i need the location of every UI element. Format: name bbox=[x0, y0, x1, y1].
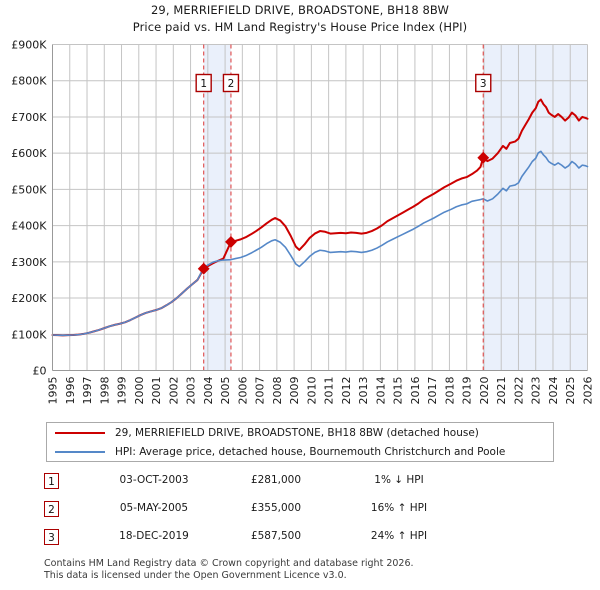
x-axis-tick-label: 2010 bbox=[305, 377, 318, 405]
chart-legend: 29, MERRIEFIELD DRIVE, BROADSTONE, BH18 … bbox=[46, 422, 554, 462]
x-axis-tick-label: 2019 bbox=[461, 377, 474, 405]
x-axis-tick-label: 2006 bbox=[236, 377, 249, 405]
sale-hpi-delta: 16% ↑ HPI bbox=[370, 502, 428, 514]
sale-number-box-3[interactable] bbox=[475, 73, 492, 93]
x-axis-tick-label: 1996 bbox=[64, 377, 77, 405]
legend-label-hpi: HPI: Average price, detached house, Bour… bbox=[115, 446, 506, 458]
sale-index-badge: 3 bbox=[44, 529, 59, 545]
table-row: 3 18-DEC-2019 £587,500 24% ↑ HPI bbox=[44, 526, 564, 554]
y-axis-tick-label: £900K bbox=[11, 39, 47, 52]
sale-number-label-3: 3 bbox=[480, 78, 487, 90]
sale-hpi-delta: 1% ↓ HPI bbox=[374, 474, 424, 486]
legend-item-hpi: HPI: Average price, detached house, Bour… bbox=[47, 442, 553, 462]
sale-number-label-2: 2 bbox=[228, 78, 235, 90]
x-axis-tick-label: 2001 bbox=[150, 377, 163, 405]
x-axis-tick-label: 2024 bbox=[547, 377, 560, 405]
x-axis-tick-label: 2004 bbox=[202, 377, 215, 405]
y-axis-tick-label: £0 bbox=[33, 365, 47, 378]
sale-point-marker-3 bbox=[477, 151, 490, 164]
x-axis-tick-label: 2016 bbox=[409, 377, 422, 405]
legend-swatch-hpi bbox=[55, 451, 105, 453]
x-axis-tick-label: 2017 bbox=[426, 377, 439, 405]
y-axis-tick-label: £200K bbox=[11, 292, 47, 305]
x-axis-tick-label: 2018 bbox=[443, 377, 456, 405]
sale-number-box-2[interactable] bbox=[222, 73, 240, 93]
x-axis-tick-label: 1995 bbox=[47, 377, 60, 405]
x-axis-tick-label: 1997 bbox=[81, 377, 94, 405]
sale-date: 03-OCT-2003 bbox=[119, 474, 189, 486]
title-line-1: 29, MERRIEFIELD DRIVE, BROADSTONE, BH18 … bbox=[151, 3, 449, 17]
sale-point-marker-1 bbox=[197, 262, 210, 275]
y-axis-tick-label: £300K bbox=[11, 256, 47, 269]
x-axis-tick-label: 2005 bbox=[219, 377, 232, 405]
x-axis-tick-label: 2007 bbox=[254, 377, 267, 405]
x-axis-tick-label: 1999 bbox=[116, 377, 129, 405]
y-axis-tick-label: £700K bbox=[11, 111, 47, 124]
legend-label-property: 29, MERRIEFIELD DRIVE, BROADSTONE, BH18 … bbox=[115, 427, 479, 439]
table-row: 2 05-MAY-2005 £355,000 16% ↑ HPI bbox=[44, 498, 564, 526]
y-axis-tick-label: £600K bbox=[11, 147, 47, 160]
x-axis-tick-label: 2022 bbox=[512, 377, 525, 405]
x-axis-tick-label: 2002 bbox=[167, 377, 180, 405]
x-axis-tick-label: 2009 bbox=[288, 377, 301, 405]
page-title: 29, MERRIEFIELD DRIVE, BROADSTONE, BH18 … bbox=[0, 2, 600, 36]
x-axis-tick-label: 2021 bbox=[495, 377, 508, 405]
x-axis-tick-label: 2012 bbox=[340, 377, 353, 405]
sale-price: £355,000 bbox=[250, 502, 302, 514]
x-axis-tick-label: 2020 bbox=[478, 377, 491, 405]
table-row: 1 03-OCT-2003 £281,000 1% ↓ HPI bbox=[44, 470, 564, 498]
x-axis-tick-label: 2013 bbox=[357, 377, 370, 405]
x-axis-tick-label: 2000 bbox=[133, 377, 146, 405]
sale-index-badge: 2 bbox=[44, 501, 59, 517]
sale-index-badge: 1 bbox=[44, 473, 59, 489]
footer-line-1: Contains HM Land Registry data © Crown c… bbox=[44, 558, 414, 569]
sale-hpi-delta: 24% ↑ HPI bbox=[370, 530, 428, 542]
x-axis-tick-label: 2025 bbox=[564, 377, 577, 405]
y-axis-tick-label: £400K bbox=[11, 220, 47, 233]
x-axis-tick-label: 2011 bbox=[323, 377, 336, 405]
sales-table: 1 03-OCT-2003 £281,000 1% ↓ HPI 2 05-MAY… bbox=[44, 470, 564, 554]
x-axis-tick-label: 2003 bbox=[185, 377, 198, 405]
sale-date: 05-MAY-2005 bbox=[119, 502, 189, 514]
sale-point-marker-2 bbox=[225, 236, 237, 248]
sale-price: £587,500 bbox=[250, 530, 302, 542]
x-axis-tick-label: 1998 bbox=[98, 377, 111, 405]
y-axis-tick-label: £800K bbox=[11, 75, 47, 88]
title-line-2: Price paid vs. HM Land Registry's House … bbox=[132, 20, 468, 34]
legend-swatch-property bbox=[55, 432, 105, 434]
footer-attribution: Contains HM Land Registry data © Crown c… bbox=[44, 558, 584, 582]
footer-line-2: This data is licensed under the Open Gov… bbox=[44, 570, 347, 581]
x-axis-tick-label: 2008 bbox=[271, 377, 284, 405]
sale-number-box-1[interactable] bbox=[195, 73, 212, 93]
x-axis-tick-label: 2014 bbox=[374, 377, 387, 405]
sale-price: £281,000 bbox=[250, 474, 302, 486]
x-axis-tick-label: 2023 bbox=[530, 377, 543, 405]
sale-date: 18-DEC-2019 bbox=[119, 530, 189, 542]
y-axis-tick-label: £100K bbox=[11, 328, 47, 341]
x-axis-tick-label: 2026 bbox=[582, 377, 595, 405]
hpi-line-chart: £0 £100K £200K £300K £400K £500K £600K £700K £80… bbox=[11, 39, 595, 405]
sale-number-label-1: 1 bbox=[200, 78, 207, 90]
x-axis-tick-label: 2015 bbox=[392, 377, 405, 405]
series-line-hpi bbox=[51, 150, 589, 337]
legend-item-property: 29, MERRIEFIELD DRIVE, BROADSTONE, BH18 … bbox=[47, 423, 553, 443]
y-axis-tick-label: £500K bbox=[11, 183, 47, 196]
